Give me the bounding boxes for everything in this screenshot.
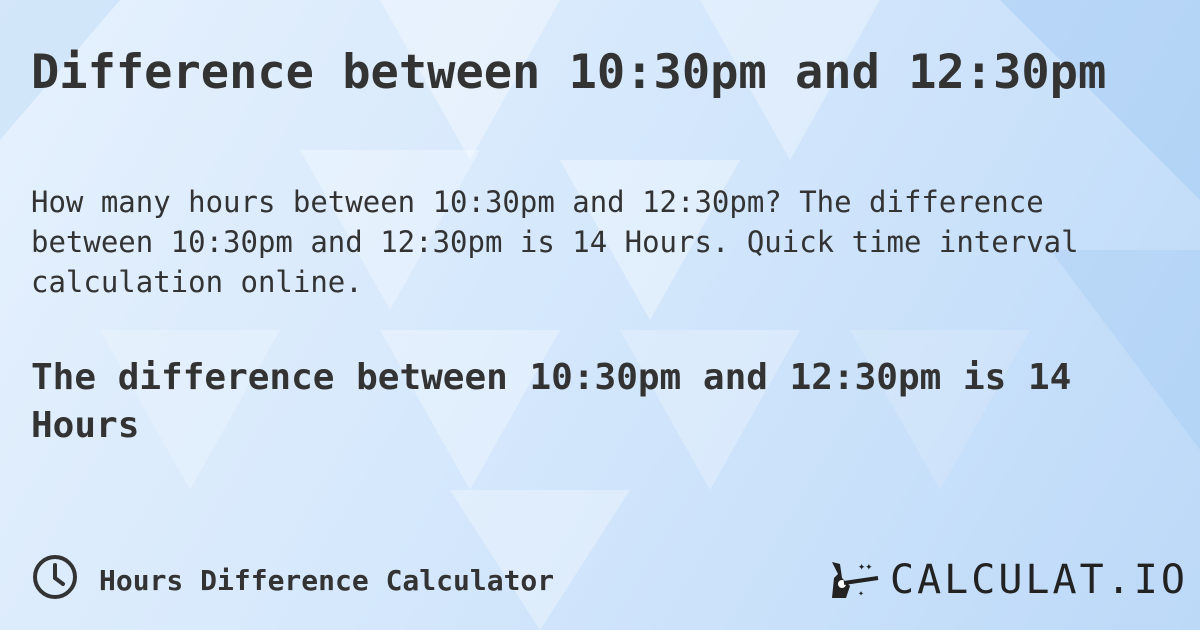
svg-text:✦✦: ✦✦ bbox=[858, 559, 872, 573]
answer-text: The difference between 10:30pm and 12:30… bbox=[31, 357, 1072, 446]
calculator-label: Hours Difference Calculator bbox=[99, 564, 555, 597]
page-description: How many hours between 10:30pm and 12:30… bbox=[31, 185, 1079, 299]
logo-text: CALCULAT.IO bbox=[890, 557, 1188, 603]
clock-icon bbox=[31, 553, 79, 608]
svg-text:✦: ✦ bbox=[858, 588, 864, 599]
page-title: Difference between 10:30pm and 12:30pm bbox=[31, 45, 1107, 100]
magic-hand-icon: ✦✦ ✦ bbox=[828, 556, 882, 604]
calculat-io-logo[interactable]: ✦✦ ✦ CALCULAT.IO bbox=[828, 556, 1188, 604]
hours-difference-calculator-link[interactable]: Hours Difference Calculator bbox=[31, 553, 554, 608]
